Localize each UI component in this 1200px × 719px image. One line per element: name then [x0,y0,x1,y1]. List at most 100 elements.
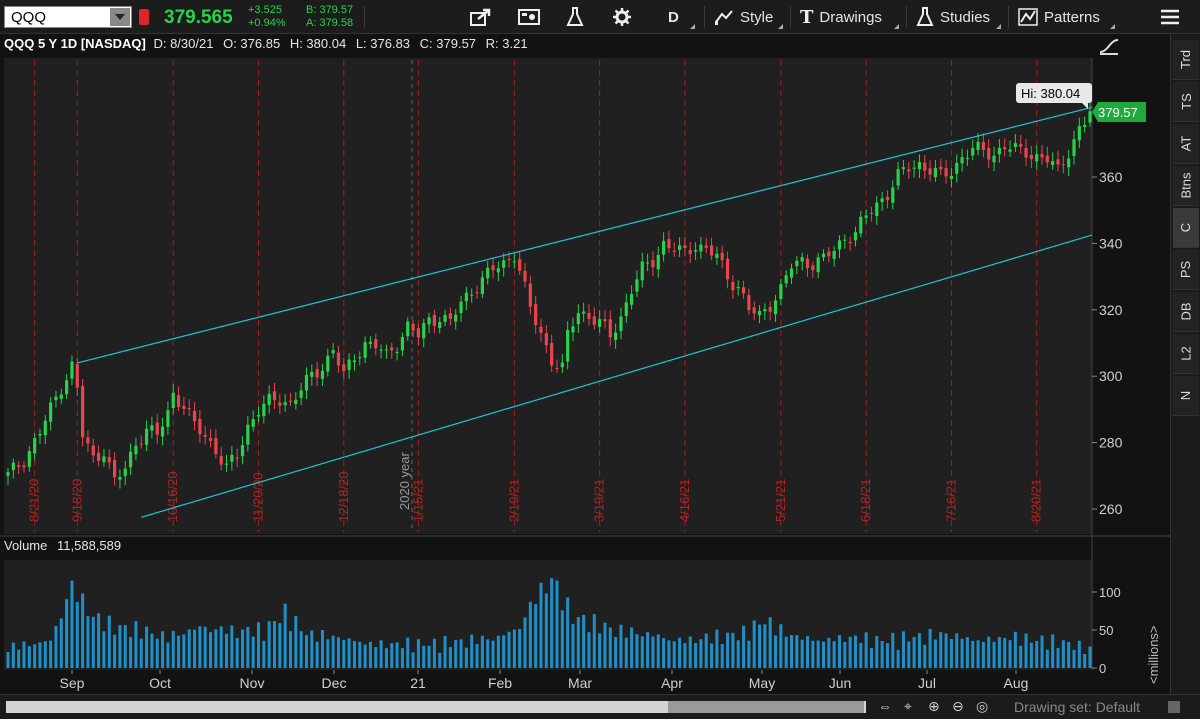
candle-body [1067,158,1071,168]
candle-body [731,281,735,291]
candle-body [230,454,234,462]
volume-bar [129,637,133,668]
chart-menu-button[interactable] [1160,0,1180,34]
volume-bar [955,633,959,668]
side-tab-c[interactable]: C [1173,208,1199,248]
thinkscript-lab-button[interactable] [566,0,584,34]
last-price-badge-value: 379.57 [1098,105,1138,120]
side-tab-at[interactable]: AT [1173,124,1199,164]
month-label: Mar [568,675,592,691]
candle-body [869,212,874,214]
volume-bar [11,642,15,668]
volume-bar [91,616,95,668]
candle-body [198,418,202,435]
style-menu-button[interactable]: Style [714,0,773,34]
side-tab-label: PS [1178,260,1194,279]
candle-body [438,322,442,328]
volume-bar [384,648,388,668]
style-icon [715,10,733,25]
side-tab-label: L2 [1178,346,1194,361]
volume-bar [656,634,660,668]
candle-body [891,187,895,203]
volume-bar [22,641,26,668]
candle-body [603,319,607,322]
candle-body [160,426,165,437]
candle-body [875,202,879,217]
candle-body [976,141,980,150]
share-button[interactable] [470,0,492,34]
drawings-menu-button[interactable]: T Drawings [800,0,882,34]
arrows-icon[interactable]: ⇔ [878,698,892,714]
crosshair-icon[interactable]: ⌖ [904,698,912,714]
high-price-label: Hi: 380.04 [1021,86,1080,101]
upper-channel-line [77,106,1093,364]
volume-bar [534,604,538,668]
symbol-input[interactable]: QQQ [4,6,132,28]
side-tab-n[interactable]: N [1173,376,1199,416]
candle-body [608,319,612,338]
candle-body [97,452,101,461]
aggregation-button[interactable]: D [668,8,679,26]
volume-bar [614,636,618,668]
side-tab-ts[interactable]: TS [1173,82,1199,122]
price-change: +3.525 +0.94% [248,4,286,30]
side-tab-l2[interactable]: L2 [1173,334,1199,374]
link-lock-icon[interactable] [139,9,149,25]
candle-body [912,167,916,169]
candle-body [70,361,74,379]
volume-bar [459,639,463,668]
volume-bar [187,629,191,668]
volume-bar [33,644,37,668]
volume-bar [731,632,735,668]
price-axis-scale-icon[interactable] [1099,39,1119,55]
year-marker-label: 2020 year [397,452,412,510]
zoom-in-icon[interactable]: ⊕ [928,698,940,714]
corner-arrow-icon [778,24,783,29]
volume-bar [267,621,271,668]
price-tick-label: 340 [1099,235,1123,251]
drawing-set-label[interactable]: Drawing set: Default [1014,699,1141,715]
price-chart[interactable]: 8/21/20 9/18/20 10/16/20 11/20/20 12/18/20 1/… [0,34,1170,694]
time-scrollbar[interactable] [6,701,866,713]
candle-body [486,267,490,279]
candle-body [592,316,596,325]
zoom-out-icon[interactable]: ⊖ [952,698,964,714]
price-panel-background [4,58,1092,534]
volume-bar [821,641,825,668]
patterns-menu-button[interactable]: Patterns [1018,0,1100,34]
candle-body [741,287,746,294]
candle-body [928,168,932,175]
volume-bar [448,647,452,668]
reset-zoom-icon[interactable]: ◎ [976,698,989,714]
candle-body [704,245,708,248]
candle-body [917,162,922,170]
candle-body [294,399,298,404]
side-tab-trd[interactable]: Trd [1173,40,1199,80]
volume-bar [139,638,143,668]
bar-low: L: 376.83 [355,36,411,51]
volume-bar [720,644,724,668]
expiration-date-label: 11/20/20 [251,472,266,522]
side-tab-btns[interactable]: Btns [1173,166,1199,206]
volume-bar [299,631,303,668]
side-tab-db[interactable]: DB [1173,292,1199,332]
side-tab-ps[interactable]: PS [1173,250,1199,290]
volume-bar [598,633,602,668]
scrollbar-thumb[interactable] [668,701,864,713]
volume-bar [555,580,559,668]
screenshot-button[interactable] [518,0,540,34]
studies-menu-button[interactable]: Studies [916,0,990,34]
candle-body [795,260,799,267]
candle-body [443,314,447,322]
volume-bar [352,641,356,668]
volume-bar [320,630,324,668]
candle-body [576,313,580,325]
gear-icon [613,8,631,26]
volume-bar [315,641,319,668]
flask-icon [916,7,934,26]
volume-bar [294,616,298,668]
symbol-dropdown-button[interactable] [110,8,130,26]
chart-settings-button[interactable] [612,0,632,34]
drawing-set-dropdown[interactable] [1168,701,1180,713]
camera-icon [518,9,540,25]
